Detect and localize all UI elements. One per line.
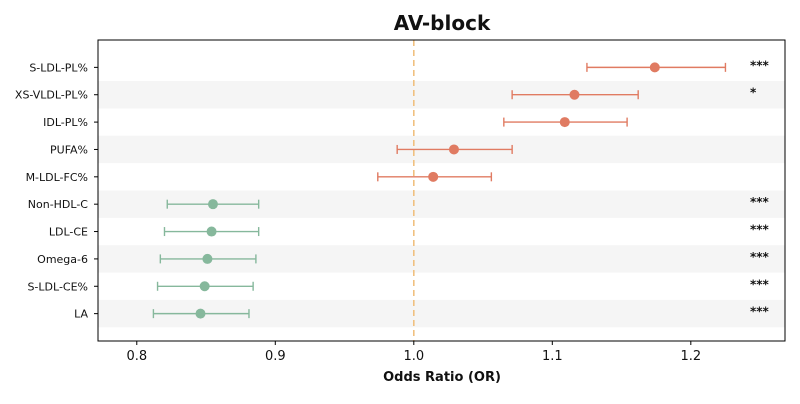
or-point (207, 199, 218, 210)
plot-frame (97, 39, 786, 342)
y-tick-label: LA (74, 308, 88, 321)
or-point (202, 253, 213, 264)
x-tick-label: 1.1 (542, 349, 563, 364)
y-tick-label: PUFA% (50, 143, 88, 156)
or-point (199, 281, 210, 292)
chart-title: AV-block (394, 11, 491, 35)
y-tick-label: Omega-6 (37, 253, 88, 266)
significance-label: *** (750, 58, 770, 72)
significance-label: *** (750, 277, 770, 291)
or-point (649, 62, 660, 73)
or-point (569, 89, 580, 100)
significance-label: *** (750, 223, 770, 237)
axes: S-LDL-PL% XS-VLDL-PL% IDL-PL% PUFA% M-LDL-FC… (15, 39, 786, 364)
x-axis-label: Odds Ratio (OR) (383, 370, 501, 385)
y-tick-label: S-LDL-CE% (27, 280, 88, 293)
y-tick-label: LDL-CE (49, 226, 88, 239)
or-point (559, 117, 570, 128)
y-tick-label: S-LDL-PL% (29, 61, 88, 74)
or-point (206, 226, 217, 237)
y-tick-label: XS-VLDL-PL% (15, 89, 88, 102)
y-tick-label: IDL-PL% (43, 116, 88, 129)
y-tick-label: M-LDL-FC% (26, 171, 88, 184)
x-tick-label: 1.0 (403, 349, 424, 364)
or-point (448, 144, 459, 155)
significance-label: *** (750, 305, 770, 319)
or-point (195, 308, 206, 319)
row-band (98, 81, 785, 109)
data-marks: ******************* (152, 58, 770, 319)
significance-label: *** (750, 250, 770, 264)
x-tick-label: 0.8 (126, 349, 147, 364)
or-point (428, 171, 439, 182)
x-tick-label: 1.2 (680, 349, 701, 364)
significance-label: * (750, 86, 757, 100)
x-tick-label: 0.9 (265, 349, 286, 364)
significance-label: *** (750, 195, 770, 209)
y-tick-label: Non-HDL-C (28, 198, 89, 211)
